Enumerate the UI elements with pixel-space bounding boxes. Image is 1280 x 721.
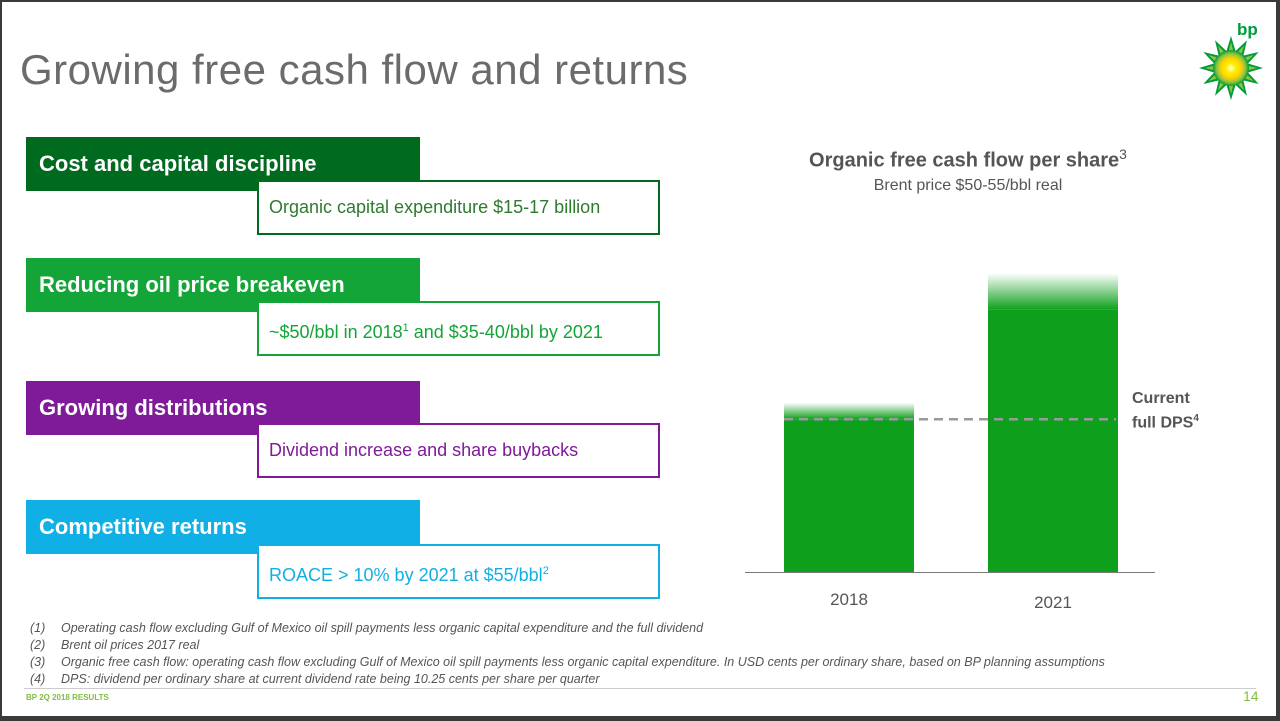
footnote-ref-2: 2 [542,565,549,577]
footnotes: (1) Operating cash flow excluding Gulf of… [30,620,1105,688]
footnote-number: (4) [30,672,46,686]
theme-detail-distributions: Dividend increase and share buybacks [257,423,660,478]
theme-detail-returns: ROACE > 10% by 2021 at $55/bbl2 [257,544,660,599]
footnote-3: (3) Organic free cash flow: operating cas… [30,654,1105,671]
dps-label-line2: full DPS [1132,414,1194,432]
bar-range-fade-2021 [988,273,1118,310]
returns-text: ROACE > 10% by 2021 at $55/bbl [269,565,543,585]
breakeven-text-b: and $35-40/bbl by 2021 [408,322,603,342]
footnote-text: DPS: dividend per ordinary share at curr… [61,672,600,686]
dps-label: Current full DPS4 [1132,389,1199,433]
x-tick-label-2021: 2021 [1034,593,1072,612]
footnote-number: (1) [30,621,46,635]
footnote-number: (3) [30,655,46,669]
footnote-text: Operating cash flow excluding Gulf of Me… [61,621,704,635]
page-number: 14 [1243,688,1259,704]
theme-detail-cost-discipline: Organic capital expenditure $15-17 billi… [257,180,660,235]
breakeven-text-a: ~$50/bbl in 2018 [269,322,403,342]
footer-label: BP 2Q 2018 RESULTS [26,693,109,702]
bar-range-fade-2018 [784,402,914,420]
footnote-text: Brent oil prices 2017 real [61,638,200,652]
dps-label-line1: Current [1132,390,1190,407]
footnote-number: (2) [30,638,46,652]
fcf-per-share-chart: 2018 2021 [745,273,1155,612]
footnote-4: (4) DPS: dividend per ordinary share at c… [30,671,1105,688]
bar-2018 [784,419,914,572]
bp-logo-text: bp [1237,20,1258,39]
footer-divider [24,688,1256,689]
footnote-ref-1: 1 [402,322,409,334]
footnote-ref-4: 4 [1193,413,1199,424]
footnote-2: (2) Brent oil prices 2017 real [30,637,1105,654]
dps-label-line2-wrap: full DPS4 [1132,409,1199,433]
x-tick-label-2018: 2018 [830,590,868,609]
footnote-ref-3: 3 [1119,146,1127,162]
bar-2021 [988,309,1118,572]
slide-title: Growing free cash flow and returns [20,46,689,93]
chart-title-text: Organic free cash flow per share [809,149,1120,172]
footnote-text: Organic free cash flow: operating cash f… [61,655,1105,669]
footnote-1: (1) Operating cash flow excluding Gulf of… [30,620,1105,637]
theme-detail-breakeven: ~$50/bbl in 20181 and $35-40/bbl by 2021 [257,301,660,356]
chart-subtitle: Brent price $50-55/bbl real [873,177,1063,194]
bp-helios-logo-icon [1196,16,1266,102]
chart-title: Organic free cash flow per share3 [733,146,1203,173]
